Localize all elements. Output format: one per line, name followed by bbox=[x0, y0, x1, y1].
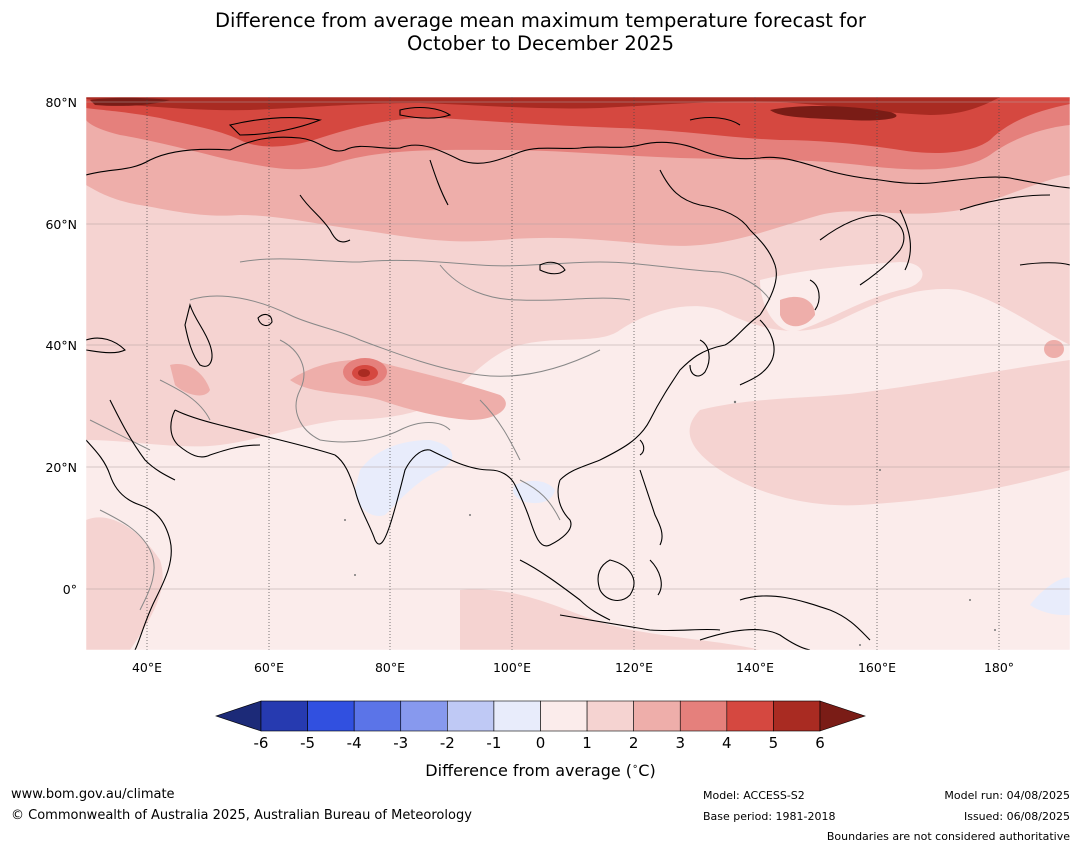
anomaly-patch-korea-east bbox=[780, 296, 815, 327]
footer-website: www.bom.gov.au/climate bbox=[11, 787, 175, 802]
footer-base-period: Base period: 1981-2018 bbox=[703, 810, 836, 823]
lon-label-60e: 60°E bbox=[254, 660, 284, 675]
footer-model-run: Model run: 04/08/2025 bbox=[944, 789, 1070, 802]
anomaly-hotspot-himalaya bbox=[343, 358, 387, 386]
colorbar-segment bbox=[773, 700, 821, 732]
colorbar-tick-label: -4 bbox=[347, 734, 362, 752]
colorbar-tick-label: 1 bbox=[582, 734, 592, 752]
coastlines bbox=[86, 106, 1070, 650]
colorbar-segment bbox=[447, 700, 495, 732]
anomaly-core-siberia bbox=[770, 106, 897, 121]
colorbar-label-text: Difference from average ( bbox=[425, 761, 633, 780]
colorbar-extend-low bbox=[215, 700, 262, 732]
meridians bbox=[146, 97, 1000, 650]
lat-label-40: 40°N bbox=[45, 338, 77, 353]
colorbar-segment bbox=[679, 700, 728, 732]
colorbar-ticks: -6 -5 -4 -3 -2 -1 0 1 2 3 4 5 6 bbox=[254, 734, 825, 752]
colorbar-segment bbox=[726, 700, 774, 732]
lat-label-0: 0° bbox=[63, 582, 77, 597]
lat-label-80: 80°N bbox=[45, 95, 77, 110]
colorbar-tick-label: 0 bbox=[536, 734, 546, 752]
anomaly-lobe-south bbox=[460, 589, 760, 650]
colorbar-segment bbox=[586, 700, 634, 732]
colorbar-tick-label: 3 bbox=[675, 734, 685, 752]
colorbar-segment bbox=[400, 700, 448, 732]
lon-label-80e: 80°E bbox=[375, 660, 405, 675]
lon-label-140e: 140°E bbox=[736, 660, 774, 675]
colorbar-tick-label: -3 bbox=[393, 734, 408, 752]
country-borders bbox=[89, 258, 771, 611]
small-islands bbox=[344, 400, 996, 646]
lon-label-160e: 160°E bbox=[858, 660, 896, 675]
colorbar-tick-label: 6 bbox=[815, 734, 825, 752]
anomaly-patch-kazakh bbox=[170, 364, 210, 396]
colorbar-tick-label: 2 bbox=[629, 734, 639, 752]
chart-title: Difference from average mean maximum tem… bbox=[0, 9, 1081, 55]
colorbar bbox=[215, 700, 866, 732]
colorbar-segment bbox=[307, 700, 355, 732]
colorbar-label: Difference from average (∘C) bbox=[425, 761, 656, 780]
lon-label-100e: 100°E bbox=[493, 660, 531, 675]
anomaly-patch-japan-east bbox=[1044, 340, 1064, 358]
latitude-labels: 80°N 60°N 40°N 20°N 0° bbox=[45, 95, 77, 597]
lon-label-120e: 120°E bbox=[615, 660, 653, 675]
colorbar-tick-label: -1 bbox=[486, 734, 501, 752]
title-line-1: Difference from average mean maximum tem… bbox=[215, 9, 866, 32]
lon-label-180: 180° bbox=[984, 660, 1014, 675]
colorbar-segment bbox=[493, 700, 541, 732]
lat-label-20: 20°N bbox=[45, 460, 77, 475]
anomaly-patch-light-china bbox=[508, 343, 688, 422]
colorbar-extend-high bbox=[819, 700, 866, 732]
colorbar-tick-label: -6 bbox=[254, 734, 269, 752]
colorbar-tick-label: 5 bbox=[769, 734, 779, 752]
lat-label-60: 60°N bbox=[45, 217, 77, 232]
map-frame bbox=[85, 96, 1071, 651]
footer-disclaimer: Boundaries are not considered authoritat… bbox=[826, 830, 1070, 843]
colorbar-segment bbox=[260, 700, 308, 732]
colorbar-segment bbox=[540, 700, 588, 732]
anomaly-band-5-6 bbox=[86, 97, 1000, 115]
map-plot-area bbox=[86, 97, 1070, 650]
lon-label-40e: 40°E bbox=[132, 660, 162, 675]
colorbar-tick-label: -5 bbox=[300, 734, 315, 752]
footer-model: Model: ACCESS-S2 bbox=[703, 789, 805, 802]
footer-issued: Issued: 06/08/2025 bbox=[963, 810, 1070, 823]
colorbar-segment bbox=[633, 700, 681, 732]
anomaly-negative-pacific bbox=[1030, 577, 1070, 616]
footer-copyright: © Commonwealth of Australia 2025, Austra… bbox=[11, 808, 472, 823]
title-line-2: October to December 2025 bbox=[407, 32, 674, 55]
anomaly-lobe-africa bbox=[86, 517, 163, 650]
colorbar-tick-label: -2 bbox=[440, 734, 455, 752]
colorbar-label-unit: C) bbox=[638, 761, 656, 780]
colorbar-tick-label: 4 bbox=[722, 734, 732, 752]
colorbar-segment bbox=[353, 700, 402, 732]
anomaly-lobe-pacific bbox=[689, 360, 1070, 506]
longitude-labels: 40°E 60°E 80°E 100°E 120°E 140°E 160°E 1… bbox=[132, 660, 1014, 675]
anomaly-negative-india bbox=[355, 440, 453, 516]
